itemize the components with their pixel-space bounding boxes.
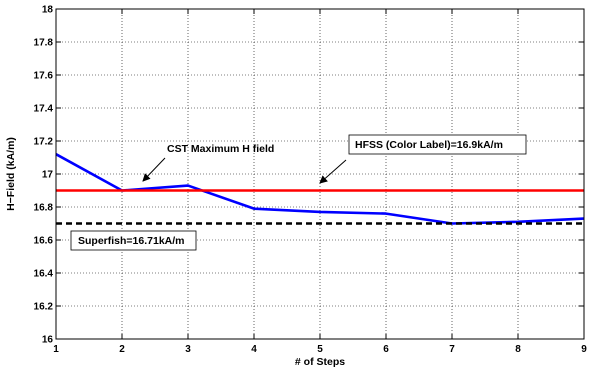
x-tick-label: 4 [251, 344, 257, 355]
y-tick-label: 16.4 [34, 269, 54, 280]
x-tick-label: 6 [383, 344, 389, 355]
annotation-hfss: HFSS (Color Label)=16.9kA/m [355, 139, 503, 151]
y-tick-label: 17.8 [34, 38, 54, 49]
tick-labels: 1 2 3 4 5 6 7 8 9 16 16.2 16.4 16.6 16.8 17 17.2 17.4 17.… [34, 5, 588, 356]
series-layer [55, 153, 585, 225]
y-tick-label: 18 [42, 5, 54, 16]
annotation-superfish: Superfish=16.71kA/m [78, 235, 185, 247]
y-tick-label: 16.8 [34, 203, 54, 214]
y-tick-label: 17 [42, 170, 54, 181]
annotation-superfish-box [70, 230, 197, 251]
x-tick-label: 8 [515, 344, 521, 355]
y-tick-label: 17.4 [34, 104, 54, 115]
x-axis-label: # of Steps [295, 356, 345, 368]
y-tick-label: 17.6 [34, 71, 54, 82]
x-tick-label: 5 [317, 344, 323, 355]
annotation-hfss-arrow [319, 159, 347, 184]
ticks [55, 8, 585, 340]
x-tick-label: 1 [53, 344, 59, 355]
annotation-cst-arrow [142, 157, 166, 182]
y-tick-label: 17.2 [34, 137, 54, 148]
y-tick-label: 16.6 [34, 236, 54, 247]
x-tick-label: 7 [449, 344, 455, 355]
annotation-hfss-box [348, 134, 527, 155]
x-tick-label: 3 [185, 344, 191, 355]
y-axis-label: H−Field (kA/m) [5, 137, 17, 211]
x-tick-label: 2 [119, 344, 125, 355]
annotation-cst: CST Maximum H field [167, 143, 274, 155]
y-tick-label: 16.2 [34, 302, 54, 313]
x-tick-label: 9 [581, 344, 587, 355]
y-tick-label: 16 [42, 335, 54, 346]
